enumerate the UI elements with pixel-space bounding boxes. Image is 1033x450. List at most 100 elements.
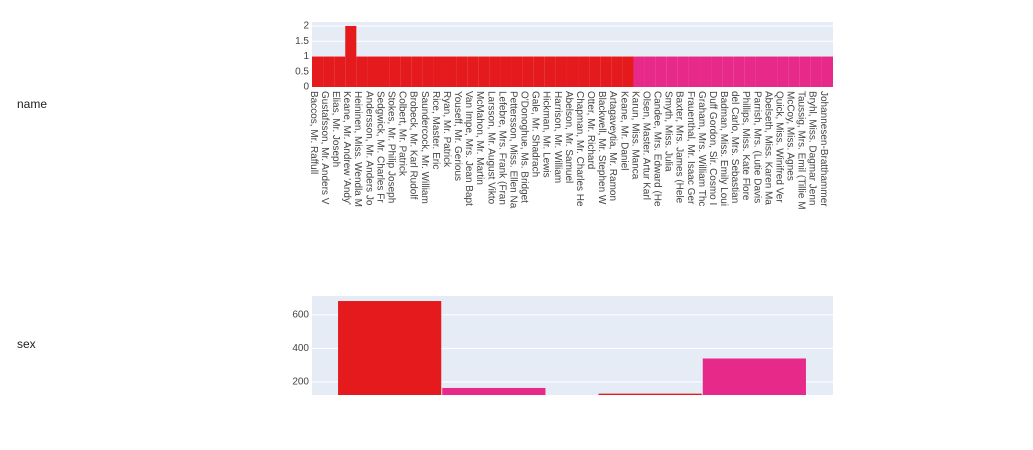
x-tick-label: Andersson, Mr. Anders Jo — [363, 91, 374, 206]
x-tick-label: Candee, Mrs. Edward (He — [652, 91, 663, 207]
bar — [389, 56, 401, 87]
bar — [356, 56, 368, 87]
x-tick-label: Abelson, Mr. Samuel — [563, 91, 574, 183]
bar — [555, 56, 567, 87]
y-tick-label: 600 — [292, 310, 309, 321]
x-tick-label: Sedgwick, Mr. Charles Fr — [374, 91, 385, 203]
x-tick-label: Phillips, Miss. Kate Flore — [740, 91, 751, 201]
x-tick-label: Baccos, Mr. Raffull — [308, 91, 319, 174]
bar — [644, 56, 656, 87]
bar — [334, 56, 346, 87]
bar — [522, 56, 534, 87]
bar — [699, 56, 712, 87]
x-tick-label: Elias, Mr. Joseph — [330, 91, 341, 167]
bar — [456, 56, 468, 87]
x-tick-label: O'Donoghue, Ms. Bridget — [519, 91, 530, 203]
x-tick-label: Frauenthal, Mr. Isaac Ger — [685, 91, 696, 205]
x-tick-label: Johannesen-Bratthammer — [818, 91, 829, 207]
bar — [433, 56, 446, 87]
bar — [600, 56, 612, 87]
x-tick-label: Artagaveytia, Mr. Ramon — [607, 91, 618, 201]
bar — [422, 56, 434, 87]
x-tick-label: Gustafsson, Mr. Anders V — [319, 91, 330, 205]
row-label: name — [17, 97, 47, 111]
bar — [611, 56, 623, 87]
bar — [411, 56, 423, 87]
row-label: sex — [17, 337, 36, 351]
y-tick-label: 200 — [292, 377, 309, 388]
bar — [744, 56, 756, 87]
bar — [722, 56, 734, 87]
bar — [442, 387, 546, 395]
bar — [338, 301, 442, 395]
x-tick-label: Otter, Mr. Richard — [585, 91, 596, 169]
bar — [655, 56, 667, 87]
y-tick-label: 0.5 — [295, 66, 309, 77]
x-tick-label: Blackwell, Mr. Stephen W — [596, 91, 607, 205]
bar — [788, 56, 800, 87]
x-tick-label: Parrish, Mrs. (Lutie Davis — [751, 91, 762, 203]
x-tick-label: Duff Gordon, Sir. Cosmo I — [707, 91, 718, 205]
bar — [533, 56, 545, 87]
x-tick-label: McCoy, Miss. Agnes — [785, 91, 796, 181]
x-tick-label: Baxter, Mrs. James (Hele — [674, 91, 685, 204]
x-tick-label: Van Impe, Mrs. Jean Bapt — [463, 91, 474, 206]
x-tick-label: Olsen, Master. Artur Karl — [640, 91, 651, 200]
bar — [445, 56, 457, 87]
bar — [400, 56, 412, 87]
x-tick-label: Harrison, Mr. William — [552, 91, 563, 183]
bar — [566, 56, 579, 87]
bar — [467, 56, 479, 87]
bar — [345, 25, 357, 87]
x-tick-label: Larsson, Mr. August Vikto — [485, 91, 496, 205]
x-tick-label: Graham, Mrs. William Thc — [696, 91, 707, 206]
bar — [312, 56, 324, 87]
x-tick-label: del Carlo, Mrs. Sebastian — [729, 91, 740, 203]
bar — [489, 56, 501, 87]
bar — [688, 56, 700, 87]
bar — [821, 56, 833, 87]
x-tick-label: Youseff, Mr. Gerious — [452, 91, 463, 181]
x-tick-label: Taussig, Mrs. Emil (Tillie M — [796, 91, 807, 210]
x-tick-label: Brobeck, Mr. Karl Rudolf — [408, 91, 419, 200]
bar — [378, 56, 390, 87]
bar — [799, 56, 811, 87]
x-tick-label: McMahon, Mr. Martin — [474, 91, 485, 185]
y-tick-label: 0 — [303, 82, 309, 93]
y-tick-label: 1 — [303, 51, 309, 62]
x-tick-label: Bryhl, Miss. Dagmar Jenn — [807, 91, 818, 205]
x-tick-label: Gale, Mr. Shadrach — [530, 91, 541, 177]
x-tick-label: Keane, Mr. Andrew 'Andy' — [341, 91, 352, 205]
bar — [633, 56, 645, 87]
bar — [755, 56, 767, 87]
bar — [677, 56, 689, 87]
bar — [702, 358, 806, 395]
bar — [711, 56, 723, 87]
x-tick-label: Heininen, Miss. Wendla M — [352, 91, 363, 207]
bar — [544, 56, 556, 87]
bar — [810, 56, 822, 87]
bar — [367, 56, 379, 87]
x-tick-label: Lefebre, Mrs. Frank (Fran — [496, 91, 507, 205]
x-tick-label: Colbert, Mr. Patrick — [397, 91, 408, 177]
bar — [733, 56, 745, 87]
bar — [666, 56, 678, 87]
bar — [578, 56, 590, 87]
x-tick-label: Ryan, Mr. Patrick — [441, 91, 452, 168]
x-tick-label: Abelseth, Miss. Karen Ma — [762, 91, 773, 205]
bar — [478, 56, 490, 87]
x-tick-label: Quick, Miss. Winifred Ver — [773, 91, 784, 203]
x-tick-label: Stokes, Mr. Philip Joseph — [385, 91, 396, 203]
x-tick-label: Saundercock, Mr. William — [419, 91, 430, 204]
x-tick-label: Hickman, Mr. Lewis — [541, 91, 552, 178]
y-tick-label: 2 — [303, 21, 309, 32]
bar — [777, 56, 789, 87]
x-tick-label: Badman, Miss. Emily Loui — [718, 91, 729, 206]
x-tick-label: Rice, Master. Eric — [430, 91, 441, 169]
bar — [500, 56, 512, 87]
y-tick-label: 1.5 — [295, 36, 309, 47]
bar — [766, 56, 778, 87]
x-tick-label: Keane, Mr. Daniel — [618, 91, 629, 171]
y-tick-label: 400 — [292, 343, 309, 354]
